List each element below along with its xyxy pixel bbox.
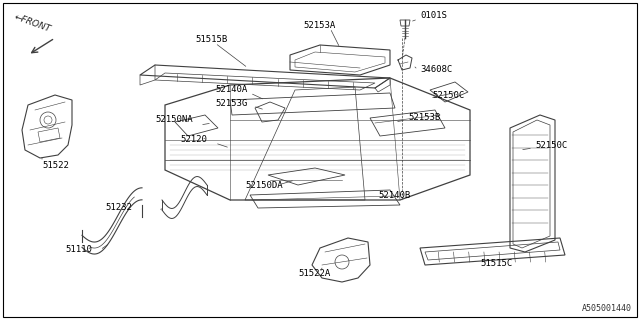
Text: A505001440: A505001440 [582, 304, 632, 313]
Text: 52140A: 52140A [215, 85, 247, 94]
Text: 52153A: 52153A [303, 20, 335, 29]
Text: 51515B: 51515B [195, 36, 227, 44]
Text: 51110: 51110 [65, 245, 92, 254]
Text: 52150C: 52150C [535, 140, 567, 149]
Text: 52150C: 52150C [432, 91, 464, 100]
Text: 52140B: 52140B [378, 191, 410, 201]
Text: 51515C: 51515C [480, 259, 512, 268]
Text: 51232: 51232 [105, 204, 132, 212]
Text: 51522A: 51522A [298, 268, 330, 277]
Text: 0101S: 0101S [420, 12, 447, 20]
Text: 51522: 51522 [42, 161, 69, 170]
Text: 52150DA: 52150DA [245, 180, 283, 189]
Text: 52150NA: 52150NA [155, 116, 193, 124]
Text: 34608C: 34608C [420, 66, 452, 75]
Text: 52153G: 52153G [215, 99, 247, 108]
Text: 52153B: 52153B [408, 113, 440, 122]
Text: 52120: 52120 [180, 135, 207, 145]
Text: ←FRONT: ←FRONT [13, 12, 52, 34]
